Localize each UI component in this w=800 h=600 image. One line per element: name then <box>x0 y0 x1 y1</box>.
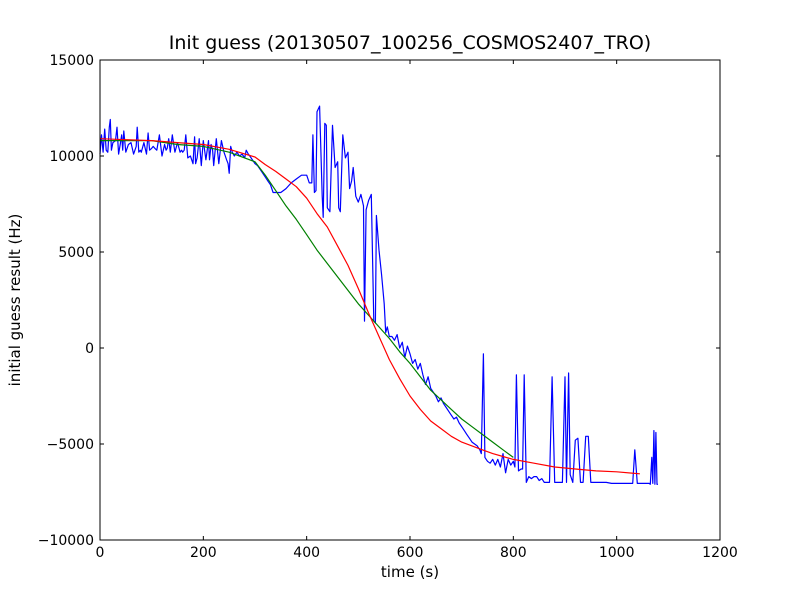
x-tick-label: 800 <box>500 545 527 561</box>
x-tick-label: 0 <box>96 545 105 561</box>
y-tick-label: 15000 <box>49 53 94 69</box>
series-layer <box>99 105 658 485</box>
series-line-3 <box>99 138 640 475</box>
x-tick-label: 1000 <box>599 545 635 561</box>
x-axis: 0 200 400 600 800 1000 1200 <box>96 60 738 561</box>
chart-title: Init guess (20130507_100256_COSMOS2407_T… <box>169 32 651 54</box>
series-line-2 <box>100 140 514 458</box>
x-tick-label: 200 <box>190 545 217 561</box>
plot-frame <box>99 59 721 541</box>
y-tick-label: 10000 <box>49 149 94 165</box>
y-tick-label: 0 <box>85 341 94 357</box>
y-tick-label: −5000 <box>47 437 94 453</box>
y-tick-label: 5000 <box>58 245 94 261</box>
x-tick-label: 600 <box>397 545 424 561</box>
y-tick-label: −10000 <box>38 533 94 549</box>
x-tick-label: 400 <box>293 545 320 561</box>
series-line-1 <box>99 105 658 485</box>
x-tick-label: 1200 <box>702 545 738 561</box>
y-axis: −10000 −5000 0 5000 10000 15000 <box>38 53 720 549</box>
y-axis-label: initial guess result (Hz) <box>6 214 24 387</box>
x-axis-label: time (s) <box>381 563 439 581</box>
